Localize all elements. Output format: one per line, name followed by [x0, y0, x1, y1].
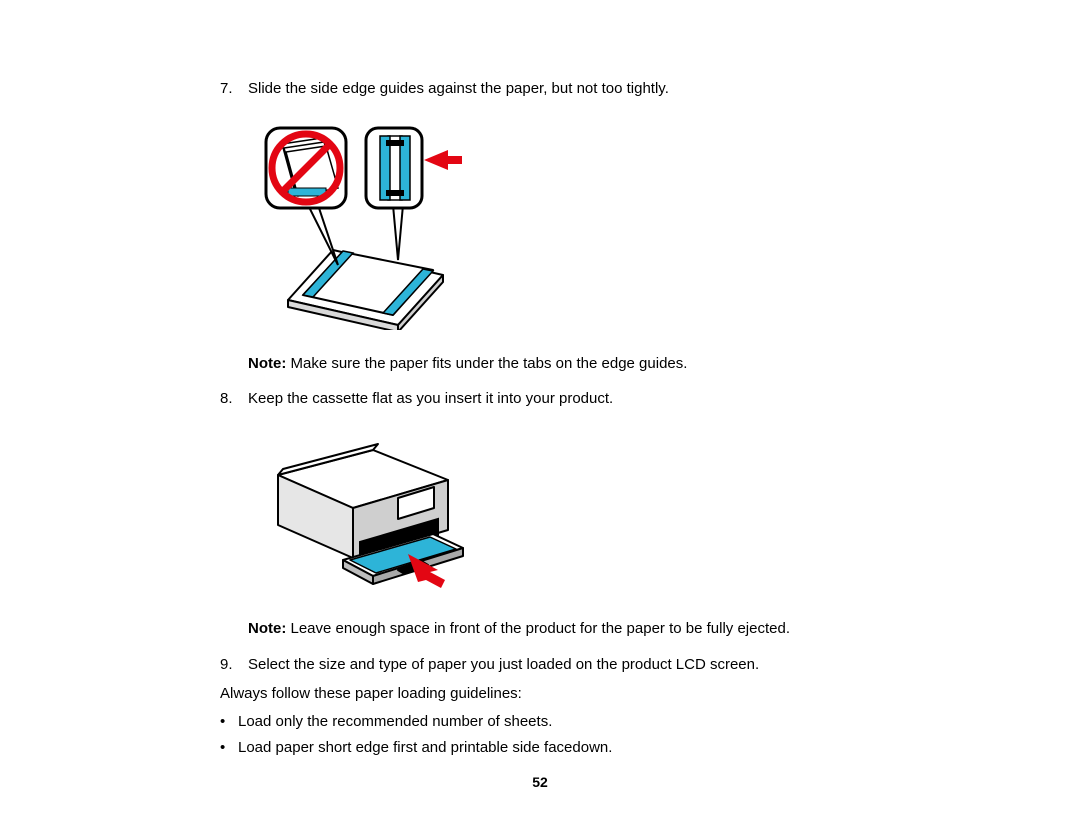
note-1: Note: Make sure the paper fits under the…: [248, 353, 860, 375]
step-9: 9. Select the size and type of paper you…: [220, 654, 860, 676]
note-2: Note: Leave enough space in front of the…: [248, 618, 860, 640]
step-text: Keep the cassette flat as you insert it …: [248, 388, 860, 410]
note-text: Leave enough space in front of the produ…: [286, 620, 790, 637]
note-label: Note:: [248, 355, 286, 372]
step-text: Select the size and type of paper you ju…: [248, 654, 860, 676]
guidelines-intro: Always follow these paper loading guidel…: [220, 683, 860, 705]
bullet-text: Load only the recommended number of shee…: [238, 711, 552, 733]
step-7: 7. Slide the side edge guides against th…: [220, 78, 860, 100]
page-number: 52: [0, 772, 1080, 792]
bullet-2: • Load paper short edge first and printa…: [220, 737, 860, 759]
bullet-1: • Load only the recommended number of sh…: [220, 711, 860, 733]
note-text: Make sure the paper fits under the tabs …: [286, 355, 687, 372]
step-number: 9.: [220, 654, 248, 676]
step-number: 7.: [220, 78, 248, 100]
figure-edge-guides: [248, 110, 860, 337]
step-text: Slide the side edge guides against the p…: [248, 78, 860, 100]
figure-insert-cassette: [248, 420, 860, 602]
manual-page: 7. Slide the side edge guides against th…: [0, 0, 1080, 834]
bullet-marker: •: [220, 737, 238, 759]
step-8: 8. Keep the cassette flat as you insert …: [220, 388, 860, 410]
step-number: 8.: [220, 388, 248, 410]
bullet-marker: •: [220, 711, 238, 733]
bullet-text: Load paper short edge first and printabl…: [238, 737, 612, 759]
note-label: Note:: [248, 620, 286, 637]
